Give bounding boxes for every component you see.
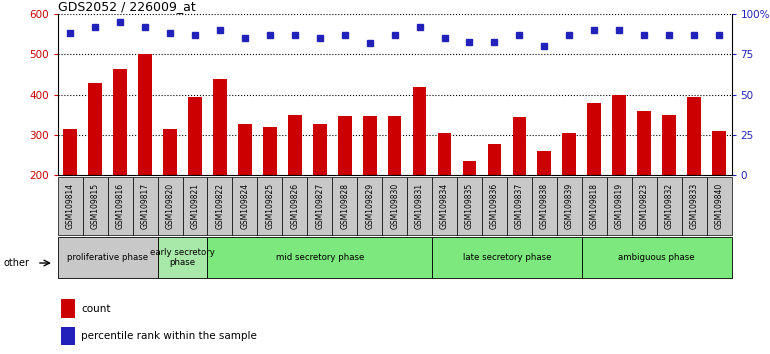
- Text: GSM109823: GSM109823: [640, 183, 648, 229]
- Bar: [132, 177, 158, 235]
- Text: GSM109817: GSM109817: [141, 183, 149, 229]
- Text: late secretory phase: late secretory phase: [463, 253, 551, 262]
- Text: GSM109835: GSM109835: [465, 183, 474, 229]
- Text: GSM109830: GSM109830: [390, 183, 399, 229]
- Bar: [457, 177, 482, 235]
- Bar: [288, 115, 302, 175]
- Bar: [363, 116, 377, 175]
- Text: GSM109834: GSM109834: [440, 183, 449, 229]
- Text: GSM109838: GSM109838: [540, 183, 549, 229]
- Bar: [61, 299, 75, 318]
- Text: GSM109826: GSM109826: [290, 183, 300, 229]
- Bar: [657, 177, 681, 235]
- Bar: [631, 177, 657, 235]
- Bar: [61, 327, 75, 345]
- Text: other: other: [4, 258, 30, 268]
- Bar: [413, 87, 427, 175]
- Bar: [382, 177, 407, 235]
- Bar: [432, 177, 457, 235]
- Bar: [357, 177, 382, 235]
- Bar: [662, 115, 676, 175]
- Bar: [158, 237, 207, 278]
- Bar: [507, 177, 532, 235]
- Bar: [712, 131, 726, 175]
- Text: GSM109836: GSM109836: [490, 183, 499, 229]
- Bar: [58, 237, 158, 278]
- Text: GSM109825: GSM109825: [266, 183, 274, 229]
- Bar: [207, 237, 432, 278]
- Bar: [108, 177, 132, 235]
- Bar: [681, 177, 707, 235]
- Bar: [432, 237, 582, 278]
- Text: GSM109827: GSM109827: [315, 183, 324, 229]
- Text: mid secretory phase: mid secretory phase: [276, 253, 364, 262]
- Bar: [283, 177, 307, 235]
- Bar: [513, 117, 526, 175]
- Bar: [113, 69, 127, 175]
- Bar: [163, 129, 177, 175]
- Text: GSM109814: GSM109814: [65, 183, 75, 229]
- Bar: [182, 177, 207, 235]
- Bar: [487, 144, 501, 175]
- Bar: [532, 177, 557, 235]
- Bar: [687, 97, 701, 175]
- Text: GSM109828: GSM109828: [340, 183, 350, 229]
- Text: GSM109822: GSM109822: [216, 183, 224, 229]
- Text: GSM109831: GSM109831: [415, 183, 424, 229]
- Bar: [582, 177, 607, 235]
- Bar: [139, 55, 152, 175]
- Bar: [638, 111, 651, 175]
- Text: ambiguous phase: ambiguous phase: [618, 253, 695, 262]
- Bar: [562, 133, 576, 175]
- Bar: [58, 177, 82, 235]
- Text: GDS2052 / 226009_at: GDS2052 / 226009_at: [58, 0, 196, 13]
- Bar: [537, 151, 551, 175]
- Bar: [463, 161, 477, 175]
- Bar: [263, 127, 276, 175]
- Text: GSM109818: GSM109818: [590, 183, 599, 229]
- Bar: [82, 177, 108, 235]
- Bar: [332, 177, 357, 235]
- Text: proliferative phase: proliferative phase: [67, 253, 148, 262]
- Bar: [338, 116, 352, 175]
- Bar: [707, 177, 732, 235]
- Bar: [437, 133, 451, 175]
- Bar: [63, 129, 77, 175]
- Text: GSM109840: GSM109840: [715, 183, 724, 229]
- Bar: [612, 95, 626, 175]
- Text: GSM109815: GSM109815: [91, 183, 99, 229]
- Bar: [388, 116, 401, 175]
- Bar: [213, 79, 227, 175]
- Bar: [607, 177, 631, 235]
- Bar: [307, 177, 332, 235]
- Bar: [158, 177, 182, 235]
- Bar: [482, 177, 507, 235]
- Text: GSM109819: GSM109819: [614, 183, 624, 229]
- Text: GSM109832: GSM109832: [665, 183, 674, 229]
- Text: early secretory
phase: early secretory phase: [150, 248, 215, 267]
- Text: GSM109816: GSM109816: [116, 183, 125, 229]
- Bar: [588, 103, 601, 175]
- Bar: [238, 124, 252, 175]
- Text: GSM109820: GSM109820: [166, 183, 175, 229]
- Text: GSM109829: GSM109829: [365, 183, 374, 229]
- Bar: [557, 177, 582, 235]
- Text: GSM109837: GSM109837: [515, 183, 524, 229]
- Bar: [233, 177, 257, 235]
- Bar: [313, 124, 326, 175]
- Bar: [582, 237, 732, 278]
- Text: GSM109839: GSM109839: [565, 183, 574, 229]
- Text: count: count: [82, 303, 111, 314]
- Text: GSM109821: GSM109821: [190, 183, 199, 229]
- Bar: [257, 177, 283, 235]
- Bar: [188, 97, 202, 175]
- Text: percentile rank within the sample: percentile rank within the sample: [82, 331, 257, 341]
- Text: GSM109824: GSM109824: [240, 183, 249, 229]
- Bar: [89, 84, 102, 175]
- Text: GSM109833: GSM109833: [690, 183, 698, 229]
- Bar: [407, 177, 432, 235]
- Bar: [207, 177, 233, 235]
